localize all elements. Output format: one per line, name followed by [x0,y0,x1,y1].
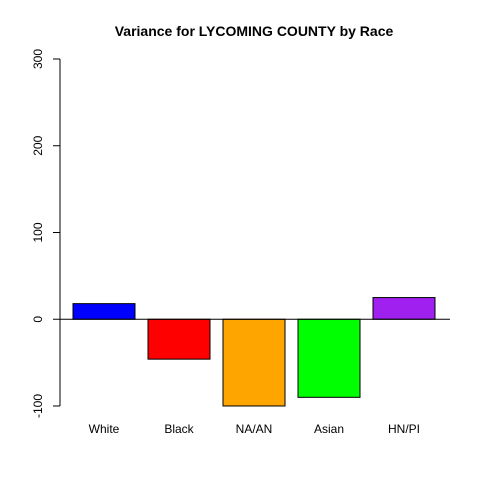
bar-black [148,319,210,359]
bar-na-an [223,319,285,406]
bar-asian [298,319,360,397]
x-category-label: White [89,422,120,436]
bars [73,298,435,406]
x-category-label: Black [164,422,194,436]
chart-title: Variance for LYCOMING COUNTY by Race [115,23,394,39]
x-category-label: NA/AN [236,422,273,436]
y-tick-label: 200 [31,135,45,155]
bar-hn-pi [373,298,435,320]
y-tick-label: 0 [31,316,45,323]
y-axis: -100 0 100 200 300 [31,49,60,418]
x-category-label: Asian [314,422,344,436]
category-labels: White Black NA/AN Asian HN/PI [89,422,420,436]
x-category-label: HN/PI [388,422,420,436]
y-tick-label: 100 [31,222,45,242]
y-tick-label: -100 [31,394,45,418]
y-tick-label: 300 [31,49,45,69]
bar-white [73,304,135,320]
